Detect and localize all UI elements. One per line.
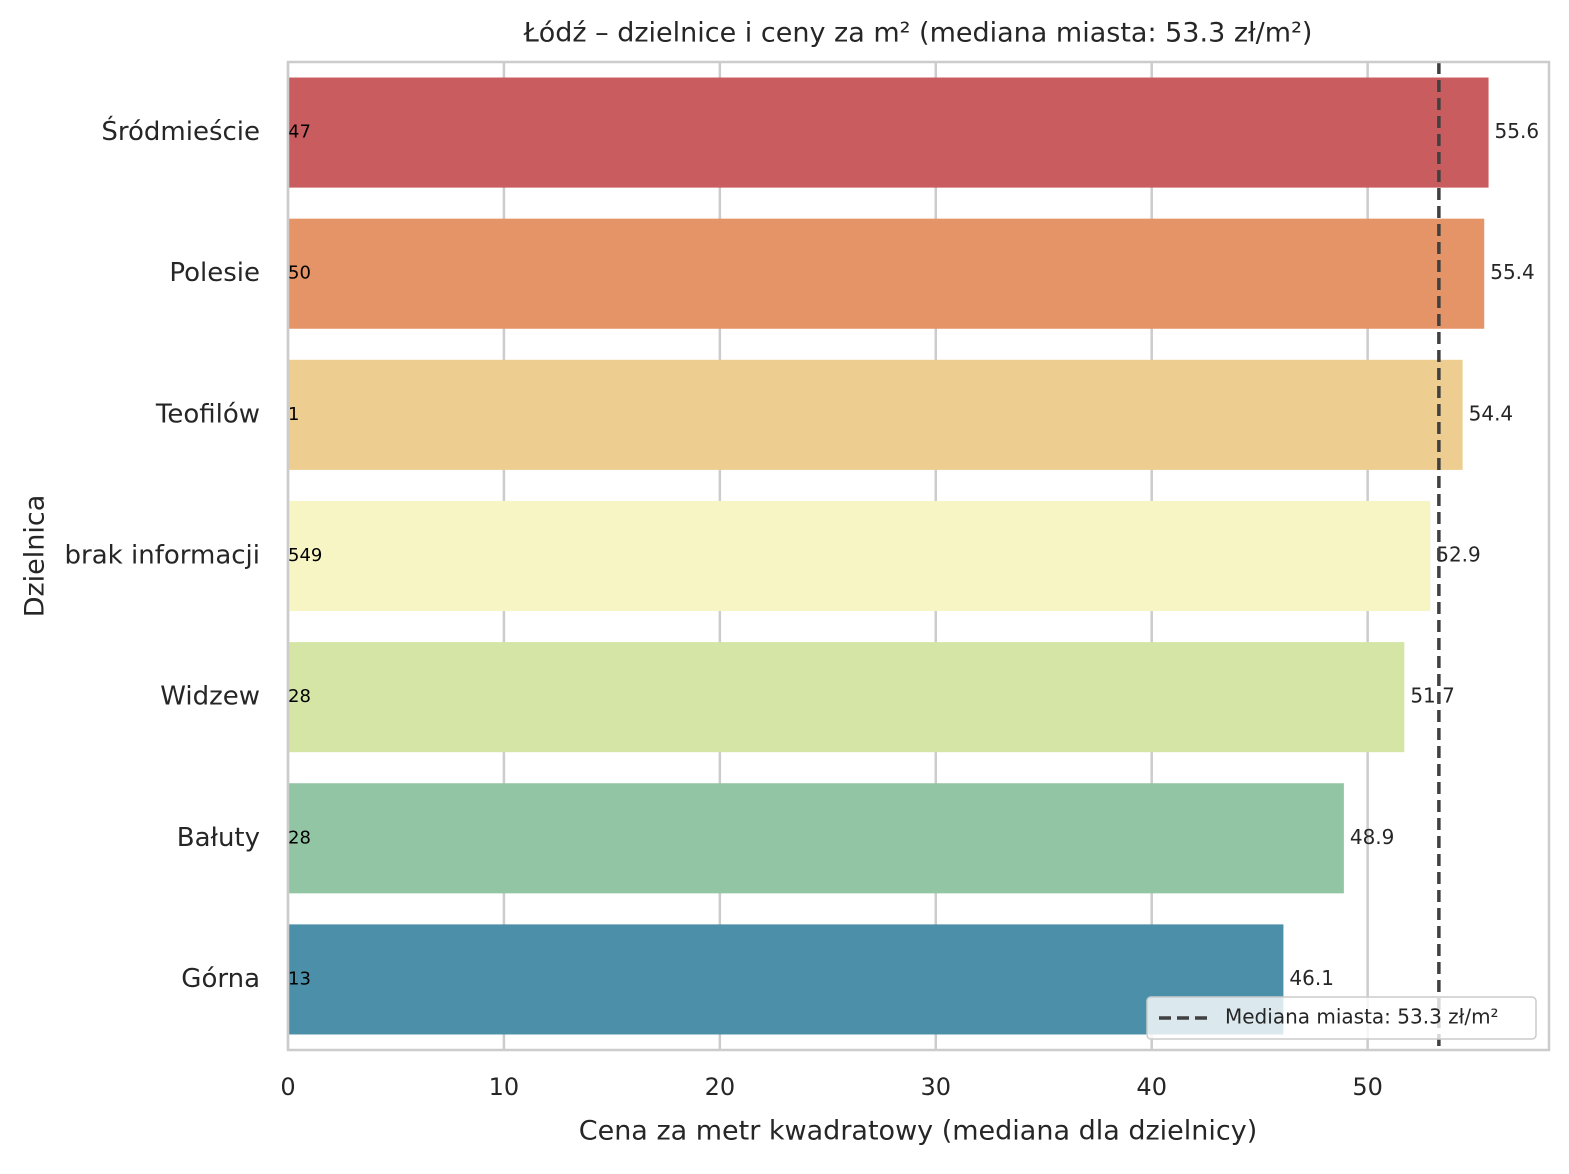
x-tick-label: 10 [489, 1073, 520, 1101]
x-axis-label: Cena za metr kwadratowy (mediana dla dzi… [579, 1116, 1258, 1147]
x-tick-label: 50 [1352, 1073, 1383, 1101]
y-tick-label: Górna [181, 964, 260, 994]
bar [288, 783, 1344, 894]
y-tick-label: Teofilów [155, 399, 260, 429]
plot-frame [286, 60, 1551, 1052]
y-tick-label: brak informacji [65, 541, 260, 571]
value-label: 55.4 [1490, 260, 1535, 284]
legend-box [1146, 996, 1537, 1040]
bar [288, 642, 1405, 753]
bar [288, 359, 1463, 470]
value-label: 52.9 [1436, 543, 1481, 567]
count-label: 13 [288, 968, 311, 989]
count-label: 28 [288, 686, 311, 707]
x-tick-label: 0 [280, 1073, 295, 1101]
y-tick-label: Śródmieście [101, 115, 260, 147]
bar [288, 218, 1485, 329]
y-tick-label: Widzew [160, 682, 260, 712]
x-tick-label: 40 [1136, 1073, 1167, 1101]
x-tick-label: 30 [921, 1073, 952, 1101]
value-label: 55.6 [1495, 119, 1540, 143]
chart-title: Łódź – dzielnice i ceny za m² (mediana m… [523, 18, 1313, 49]
x-tick-label: 20 [705, 1073, 736, 1101]
bar [288, 77, 1489, 188]
bar [288, 924, 1284, 1035]
y-tick-label: Polesie [169, 258, 260, 288]
count-label: 47 [288, 122, 311, 143]
count-label: 28 [288, 827, 311, 848]
y-tick-label: Bałuty [177, 823, 260, 853]
value-label: 48.9 [1350, 825, 1395, 849]
count-label: 1 [288, 404, 299, 425]
legend-label: Mediana miasta: 53.3 zł/m² [1225, 1005, 1499, 1029]
value-label: 54.4 [1469, 401, 1514, 425]
bar [288, 500, 1431, 612]
value-label: 46.1 [1289, 966, 1334, 990]
y-axis-label: Dzielnica [20, 495, 51, 618]
count-label: 549 [288, 545, 322, 566]
count-label: 50 [288, 263, 311, 284]
value-label: 51.7 [1410, 684, 1455, 708]
